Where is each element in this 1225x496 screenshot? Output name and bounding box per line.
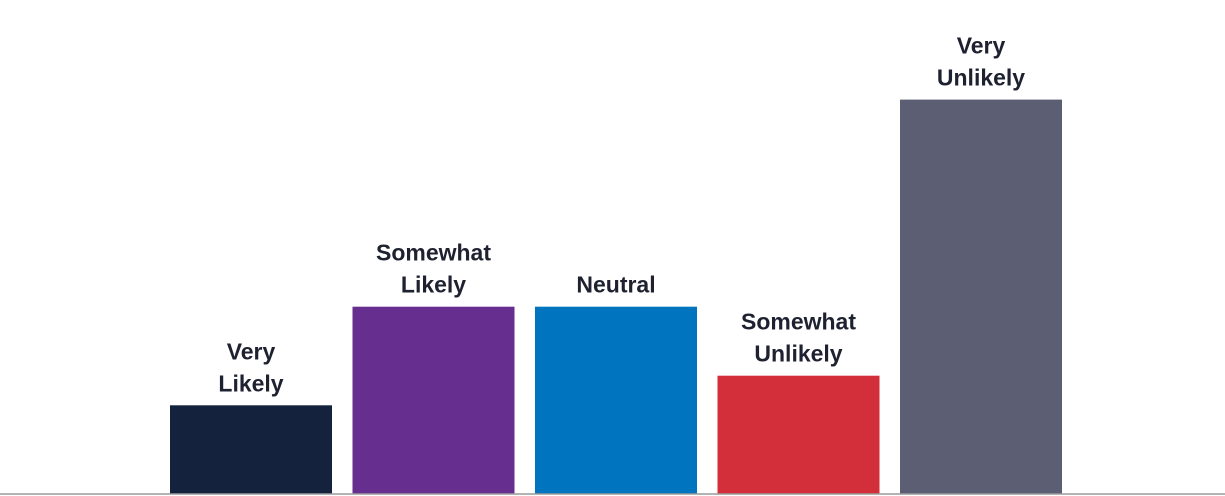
bar-1 bbox=[352, 306, 515, 494]
bar-label-1-line-0: Somewhat bbox=[376, 240, 491, 266]
bar-0 bbox=[170, 405, 332, 494]
bars-group bbox=[170, 99, 1062, 494]
labels-group: Very Likely Somewhat Likely Neutral Somewhat U… bbox=[218, 33, 1025, 397]
bar-label-0-line-1: Likely bbox=[218, 370, 283, 396]
bar-label-4-line-0: Very bbox=[957, 33, 1006, 59]
bar-4 bbox=[900, 99, 1062, 494]
bar-3 bbox=[717, 375, 880, 494]
bar-label-0-line-0: Very bbox=[227, 338, 276, 364]
bar-label-4-line-1: Unlikely bbox=[937, 65, 1025, 91]
bar-label-2-line-0: Neutral bbox=[576, 272, 655, 298]
bar-label-3-line-0: Somewhat bbox=[741, 309, 856, 335]
bar-label-3-line-1: Unlikely bbox=[754, 341, 842, 367]
bar-2 bbox=[535, 306, 697, 494]
bar-label-1-line-1: Likely bbox=[401, 272, 466, 298]
